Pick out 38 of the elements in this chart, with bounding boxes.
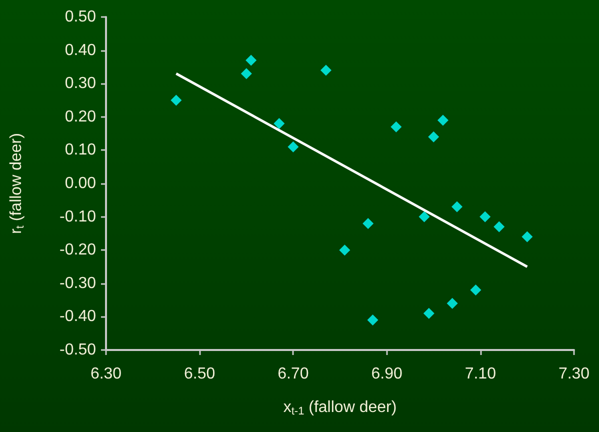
y-tick-label: -0.50 [60, 342, 96, 358]
x-tick-label: 6.70 [278, 366, 309, 382]
y-tick-label: -0.20 [60, 242, 96, 259]
point [480, 211, 491, 222]
point [452, 201, 462, 212]
point [418, 211, 430, 222]
point [288, 141, 299, 152]
point [423, 308, 434, 319]
point [390, 121, 402, 132]
point [470, 284, 482, 296]
x-tick-label: 7.10 [464, 366, 496, 382]
y-tick-label: 0.00 [64, 175, 96, 192]
point [240, 68, 252, 80]
y-tick-label: -0.10 [60, 208, 96, 226]
y-tick-label: -0.40 [60, 308, 96, 326]
x-tick-label: 6.50 [184, 366, 216, 382]
point [339, 244, 350, 256]
y-tick-label: 0.20 [64, 108, 96, 126]
point [320, 64, 332, 76]
y-axis-title: rt (fallow deer) [8, 133, 26, 234]
point [522, 231, 533, 242]
y-tick-label: 0.10 [64, 142, 96, 159]
point [494, 221, 505, 232]
point [367, 314, 378, 326]
point [170, 94, 182, 106]
point [274, 118, 285, 130]
point [446, 298, 458, 309]
x-tick-label: 6.30 [90, 366, 122, 382]
y-tick-label: -0.30 [60, 274, 96, 292]
y-tick-label: 0.50 [64, 8, 96, 26]
y-tick-label: 0.40 [64, 42, 96, 59]
x-tick-label: 6.90 [371, 366, 402, 382]
point [362, 218, 374, 229]
y-tick-label: 0.30 [64, 75, 96, 92]
point [246, 54, 257, 66]
point [428, 131, 440, 142]
point [437, 114, 448, 126]
x-tick-label: 7.30 [558, 366, 590, 382]
